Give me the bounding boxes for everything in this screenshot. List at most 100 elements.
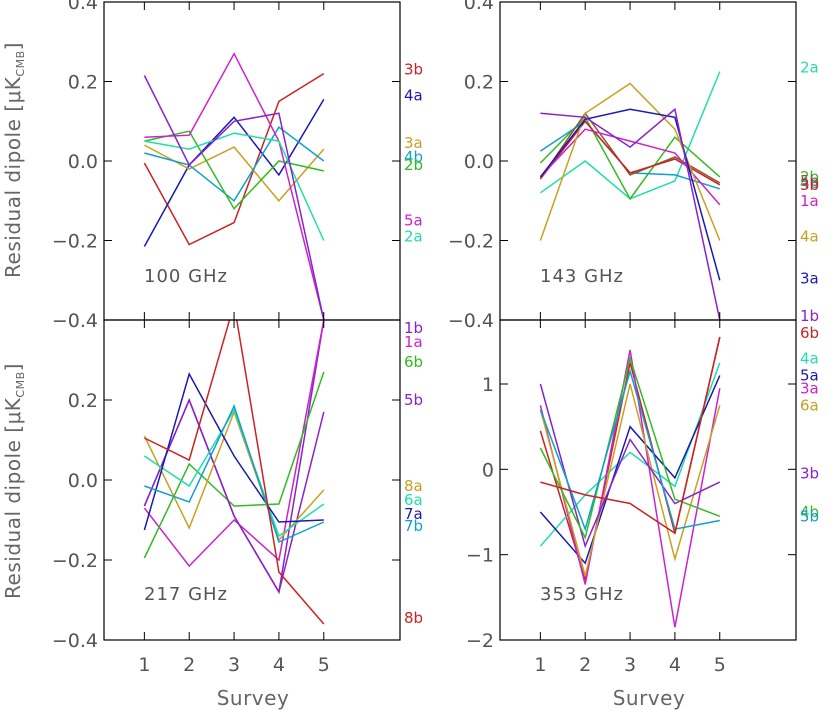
series-line-2a (144, 132, 325, 241)
series-line-3b (539, 383, 721, 549)
series-label-3a: 3a (404, 134, 423, 152)
panel-title: 353 GHz (540, 584, 624, 605)
series-label-2b: 2b (404, 156, 423, 174)
series-line-3a (144, 144, 325, 202)
series-group (143, 320, 325, 625)
x-tick-label: 2 (579, 654, 591, 676)
series-label-1b: 1b (800, 307, 819, 325)
series-label-6a: 6a (404, 491, 423, 509)
x-tick-label: 5 (318, 654, 330, 676)
series-label-4a: 4a (404, 86, 423, 104)
y-tick-label: 0.2 (68, 390, 98, 412)
y-tick-label: −0.2 (448, 231, 494, 253)
y-tick-label: −0.2 (52, 550, 98, 572)
x-tick-label: 1 (138, 654, 150, 676)
series-label-1a: 1a (800, 192, 819, 210)
x-tick-label: 5 (714, 654, 726, 676)
series-line-4b (144, 126, 325, 202)
svg-text:Residual dipole [μKCMB]: Residual dipole [μKCMB] (1, 42, 27, 278)
series-line-7a (143, 372, 324, 531)
series-label-5b: 5b (404, 391, 423, 409)
series-line-4b (539, 355, 721, 540)
series-label-3b: 3b (404, 61, 423, 79)
series-label-4a: 4a (800, 349, 819, 367)
x-tick-label: 3 (228, 654, 240, 676)
series-label-5b: 5b (800, 172, 819, 190)
series-line-6b (143, 371, 325, 559)
series-line-4a (539, 82, 721, 241)
series-label-2a: 2a (800, 59, 819, 77)
series-label-2a: 2a (404, 228, 423, 246)
series-line-7b (144, 403, 325, 544)
series-line-6a (143, 408, 325, 538)
ylabel-subscript-bottom: CMB (14, 371, 27, 397)
series-label-2b: 2b (800, 168, 819, 186)
series-label-4b: 4b (404, 148, 423, 166)
series-line-4a (143, 99, 325, 247)
y-tick-label: 1 (482, 374, 494, 396)
series-label-8a: 8a (404, 477, 423, 495)
series-line-5b (539, 368, 720, 532)
y-tick-label: 0.4 (464, 0, 494, 14)
series-line-unlabeled-7 (143, 75, 325, 320)
series-line-unlabeled-8 (540, 336, 721, 535)
y-tick-label: 0.4 (68, 0, 98, 14)
y-tick-label: −0.2 (52, 231, 98, 253)
series-line-1a (143, 320, 325, 568)
series-label-3a: 3a (800, 269, 819, 287)
ylabel-subscript-top: CMB (14, 50, 27, 76)
y-tick-label: 0.0 (464, 151, 494, 173)
series-line-3a (539, 349, 721, 628)
x-axis-label-right: Survey (613, 686, 686, 710)
series-label-4b: 4b (800, 174, 819, 192)
series-line-3a (539, 108, 721, 281)
y-tick-label: 0.0 (68, 151, 98, 173)
series-line-3b (143, 72, 325, 246)
series-label-8b: 8b (404, 609, 423, 627)
panel-title: 217 GHz (144, 584, 228, 605)
y-tick-label: −0.4 (52, 310, 98, 332)
series-line-4b (539, 120, 721, 190)
series-line-2b (539, 116, 721, 201)
series-label-6b: 6b (800, 324, 819, 342)
series-line-1b (540, 107, 721, 320)
series-label-7b: 7b (404, 517, 423, 535)
series-line-5a (539, 375, 721, 565)
series-label-5a: 5a (800, 366, 819, 384)
y-axis-label-top: Residual dipole [μKCMB] (1, 42, 27, 278)
y-tick-label: −2 (466, 630, 494, 652)
y-tick-label: 0.2 (68, 72, 98, 94)
series-label-1a: 1a (404, 333, 423, 351)
series-label-7a: 7a (404, 505, 423, 523)
x-tick-label: 4 (273, 654, 285, 676)
panel-title: 100 GHz (144, 266, 228, 287)
x-tick-label: 2 (183, 654, 195, 676)
series-label-5b: 5b (800, 507, 819, 525)
svg-text:Residual dipole [μKCMB]: Residual dipole [μKCMB] (1, 363, 27, 599)
series-label-5a: 5a (404, 212, 423, 230)
series-label-3b: 3b (800, 176, 819, 194)
series-label-3a: 3a (800, 379, 819, 397)
series-line-8b (144, 320, 325, 625)
panel-title: 143 GHz (540, 266, 624, 287)
series-group (539, 71, 721, 320)
series-line-5b (143, 398, 325, 594)
series-label-6a: 6a (800, 396, 819, 414)
y-axis-label-bottom: Residual dipole [μKCMB] (1, 363, 27, 599)
x-axis-label-left: Survey (217, 686, 290, 710)
series-group (143, 52, 325, 320)
y-tick-label: −1 (466, 545, 494, 567)
y-tick-label: 0.2 (464, 72, 494, 94)
y-tick-label: −0.4 (448, 310, 494, 332)
series-label-1b: 1b (404, 319, 423, 337)
series-group (539, 336, 721, 628)
y-tick-label: 0.0 (68, 470, 98, 492)
y-tick-label: 0 (482, 459, 494, 481)
y-tick-label: −0.4 (52, 630, 98, 652)
